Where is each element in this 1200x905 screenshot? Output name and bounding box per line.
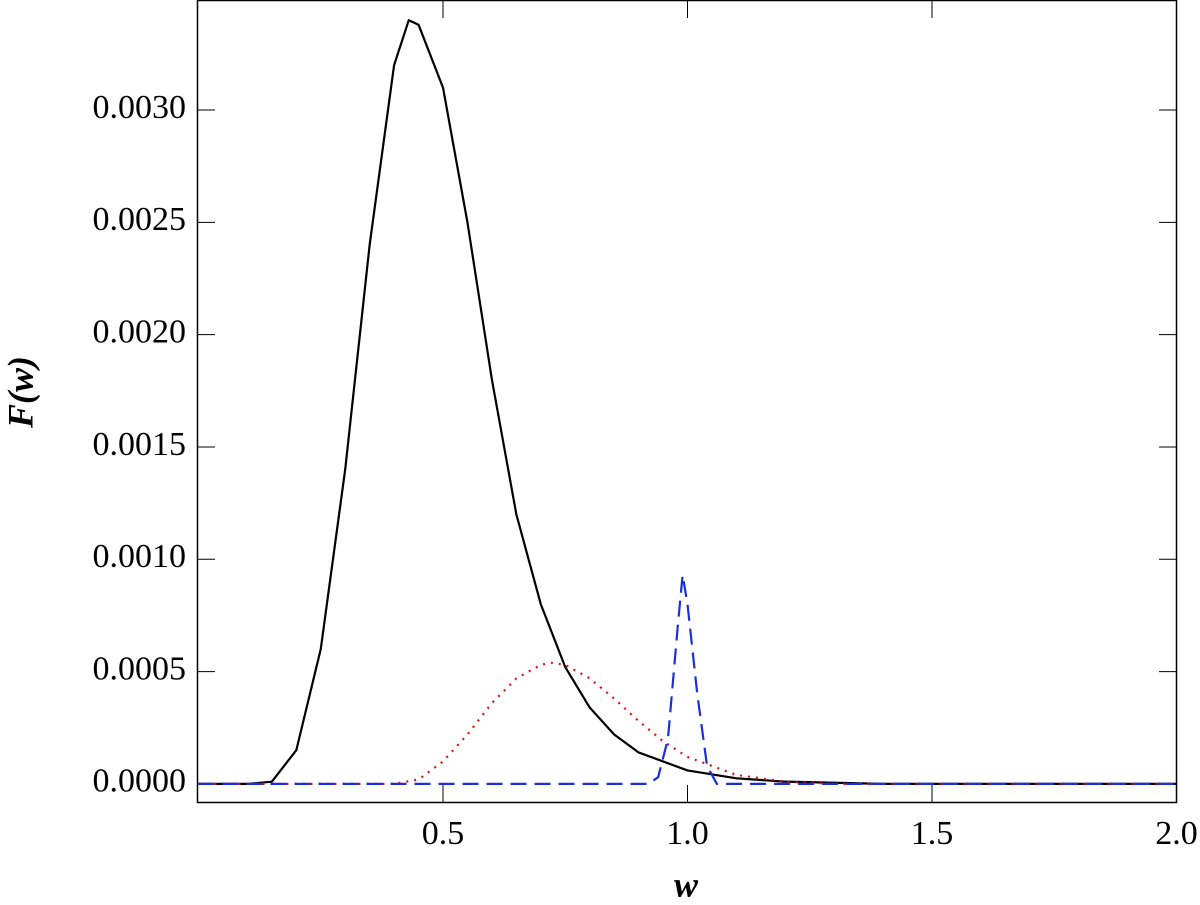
x-tick-label: 0.5 xyxy=(422,815,465,852)
x-tick-label: 1.5 xyxy=(911,815,954,852)
y-tick-label: 0.0010 xyxy=(93,538,187,575)
y-tick-label: 0.0000 xyxy=(93,763,187,800)
series-line xyxy=(198,661,1177,786)
y-axis-title: F(w) xyxy=(0,356,40,429)
x-tick-label: 2.0 xyxy=(1155,815,1198,852)
y-tick-label: 0.0020 xyxy=(93,313,187,350)
series-line xyxy=(198,19,1177,786)
plot-frame xyxy=(196,0,1178,804)
series-line xyxy=(198,573,1177,786)
x-axis-title: w xyxy=(674,864,699,904)
y-tick-label: 0.0005 xyxy=(93,650,187,687)
y-tick-label: 0.0030 xyxy=(93,89,187,126)
x-tick-label: 1.0 xyxy=(666,815,709,852)
y-tick-label: 0.0025 xyxy=(93,201,187,238)
y-tick-label: 0.0015 xyxy=(93,426,187,463)
